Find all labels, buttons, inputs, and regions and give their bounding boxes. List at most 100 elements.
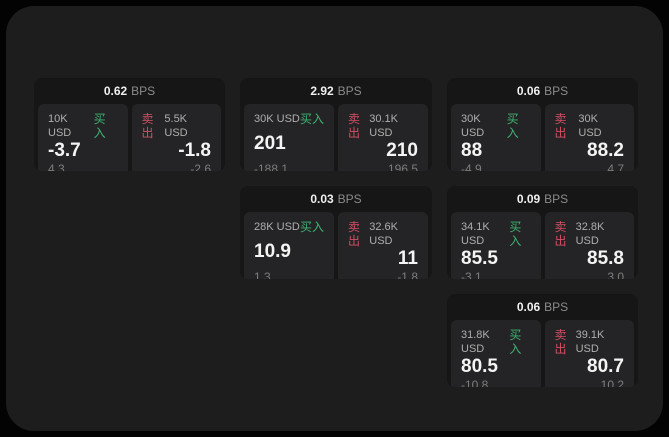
quote-panels: 30K USD 买入 88 -4.9 卖出 30K USD 88.2 4.7 — [447, 104, 638, 171]
buy-price: 80.5 — [461, 356, 498, 377]
sell-side-label: 卖出 — [348, 112, 361, 140]
bps-value: 0.06 — [516, 300, 541, 314]
buy-amount: 10K USD — [48, 113, 72, 139]
sell-quote-tile[interactable]: 卖出 30K USD 88.2 4.7 — [544, 104, 634, 171]
buy-quote-tile[interactable]: 30K USD 买入 88 -4.9 — [451, 104, 541, 171]
sell-delta: 3.0 — [607, 270, 624, 279]
sell-amount: 32.8K USD — [575, 221, 605, 247]
buy-tile-header: 10K USD 买入 — [48, 112, 118, 140]
sell-amount: 5.5K USD — [164, 113, 188, 139]
bps-unit-label: BPS — [544, 84, 569, 98]
buy-side-label: 买入 — [506, 112, 519, 140]
sell-price: 11 — [397, 248, 418, 269]
buy-quote-tile[interactable]: 30K USD 买入 201 -188.1 — [244, 104, 334, 171]
buy-tile-header: 31.8K USD 买入 — [461, 328, 531, 356]
sell-price: -1.8 — [178, 140, 211, 161]
sell-price: 80.7 — [587, 356, 624, 377]
buy-quote-tile[interactable]: 34.1K USD 买入 85.5 -3.1 — [451, 212, 541, 279]
buy-delta: -188.1 — [254, 162, 289, 171]
bps-unit-label: BPS — [337, 192, 362, 206]
cards-grid: 0.62 BPS 10K USD 买入 -3.7 4.3 卖出 5.5K USD… — [34, 78, 638, 387]
buy-quote-tile[interactable]: 10K USD 买入 -3.7 4.3 — [38, 104, 128, 171]
quote-card: 0.03 BPS 28K USD 买入 10.9 1.3 卖出 32.6K US… — [240, 186, 432, 279]
sell-price: 85.8 — [587, 248, 624, 269]
buy-amount: 31.8K USD — [461, 329, 490, 355]
buy-delta: -10.8 — [461, 378, 489, 387]
sell-tile-header: 卖出 30K USD — [555, 112, 625, 140]
app-panel: 0.62 BPS 10K USD 买入 -3.7 4.3 卖出 5.5K USD… — [6, 6, 663, 431]
sell-tile-header: 卖出 32.6K USD — [348, 220, 418, 248]
buy-price: 201 — [254, 133, 286, 154]
buy-tile-header: 30K USD 买入 — [461, 112, 531, 140]
buy-delta: 4.3 — [48, 162, 65, 171]
buy-price: -3.7 — [48, 140, 81, 161]
bps-unit-label: BPS — [544, 300, 569, 314]
buy-delta: -3.1 — [461, 270, 482, 279]
bps-value: 0.09 — [516, 192, 541, 206]
sell-quote-tile[interactable]: 卖出 32.8K USD 85.8 3.0 — [544, 212, 634, 279]
sell-side-label: 卖出 — [141, 112, 154, 140]
sell-amount: 32.6K USD — [369, 221, 399, 247]
quote-card: 0.09 BPS 34.1K USD 买入 85.5 -3.1 卖出 32.8K… — [447, 186, 638, 279]
buy-tile-header: 30K USD 买入 — [254, 112, 324, 126]
sell-amount: 30.1K USD — [369, 113, 399, 139]
quote-card: 0.06 BPS 31.8K USD 买入 80.5 -10.8 卖出 39.1… — [447, 294, 638, 387]
buy-side-label: 买入 — [299, 112, 324, 126]
buy-price: 88 — [461, 140, 483, 161]
card-header: 2.92 BPS — [240, 78, 432, 104]
sell-quote-tile[interactable]: 卖出 32.6K USD 11 -1.8 — [338, 212, 428, 279]
card-header: 0.06 BPS — [447, 294, 638, 320]
buy-tile-header: 34.1K USD 买入 — [461, 220, 531, 248]
sell-tile-header: 卖出 32.8K USD — [555, 220, 625, 248]
quote-card: 0.62 BPS 10K USD 买入 -3.7 4.3 卖出 5.5K USD… — [34, 78, 225, 171]
quote-panels: 28K USD 买入 10.9 1.3 卖出 32.6K USD 11 -1.8 — [240, 212, 432, 279]
sell-amount: 39.1K USD — [575, 329, 605, 355]
sell-delta: 196.5 — [387, 162, 418, 171]
quote-panels: 34.1K USD 买入 85.5 -3.1 卖出 32.8K USD 85.8… — [447, 212, 638, 279]
buy-quote-tile[interactable]: 28K USD 买入 10.9 1.3 — [244, 212, 334, 279]
sell-price: 88.2 — [587, 140, 624, 161]
bps-unit-label: BPS — [131, 84, 156, 98]
sell-delta: 4.7 — [607, 162, 624, 171]
quote-panels: 31.8K USD 买入 80.5 -10.8 卖出 39.1K USD 80.… — [447, 320, 638, 387]
quote-panels: 30K USD 买入 201 -188.1 卖出 30.1K USD 210 1… — [240, 104, 432, 171]
buy-amount: 30K USD — [254, 113, 300, 125]
buy-delta: 1.3 — [254, 270, 271, 279]
sell-tile-header: 卖出 39.1K USD — [555, 328, 625, 356]
bps-unit-label: BPS — [544, 192, 569, 206]
sell-quote-tile[interactable]: 卖出 39.1K USD 80.7 10.2 — [544, 320, 634, 387]
quote-card: 0.06 BPS 30K USD 买入 88 -4.9 卖出 30K USD 8… — [447, 78, 638, 171]
card-header: 0.06 BPS — [447, 78, 638, 104]
buy-side-label: 买入 — [509, 220, 522, 248]
bps-value: 0.06 — [516, 84, 541, 98]
sell-quote-tile[interactable]: 卖出 30.1K USD 210 196.5 — [338, 104, 428, 171]
buy-side-label: 买入 — [299, 220, 324, 234]
sell-side-label: 卖出 — [554, 220, 567, 248]
buy-quote-tile[interactable]: 31.8K USD 买入 80.5 -10.8 — [451, 320, 541, 387]
sell-side-label: 卖出 — [348, 220, 361, 248]
buy-amount: 30K USD — [461, 113, 485, 139]
sell-side-label: 卖出 — [554, 328, 567, 356]
buy-side-label: 买入 — [93, 112, 106, 140]
sell-tile-header: 卖出 5.5K USD — [142, 112, 212, 140]
quote-card: 2.92 BPS 30K USD 买入 201 -188.1 卖出 30.1K … — [240, 78, 432, 171]
sell-amount: 30K USD — [578, 113, 602, 139]
buy-tile-header: 28K USD 买入 — [254, 220, 324, 234]
sell-side-label: 卖出 — [554, 112, 567, 140]
bps-unit-label: BPS — [337, 84, 362, 98]
card-header: 0.62 BPS — [34, 78, 225, 104]
buy-amount: 34.1K USD — [461, 221, 490, 247]
buy-amount: 28K USD — [254, 221, 300, 233]
sell-quote-tile[interactable]: 卖出 5.5K USD -1.8 -2.6 — [131, 104, 221, 171]
bps-value: 0.03 — [310, 192, 334, 206]
card-header: 0.09 BPS — [447, 186, 638, 212]
card-header: 0.03 BPS — [240, 186, 432, 212]
buy-delta: -4.9 — [461, 162, 482, 171]
bps-value: 0.62 — [103, 84, 128, 98]
buy-price: 85.5 — [461, 248, 498, 269]
sell-tile-header: 卖出 30.1K USD — [348, 112, 418, 140]
sell-delta: -1.8 — [397, 270, 418, 279]
buy-side-label: 买入 — [509, 328, 522, 356]
sell-price: 210 — [386, 140, 418, 161]
quote-panels: 10K USD 买入 -3.7 4.3 卖出 5.5K USD -1.8 -2.… — [34, 104, 225, 171]
